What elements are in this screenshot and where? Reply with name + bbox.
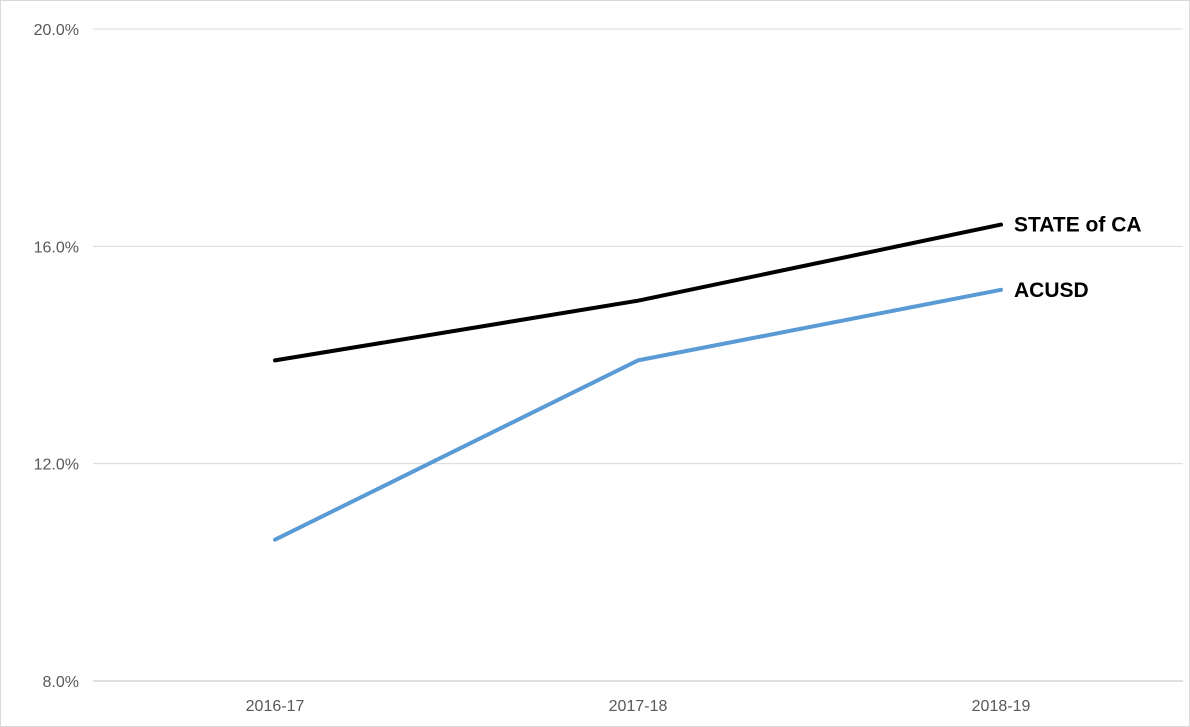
- y-tick-label: 8.0%: [43, 674, 79, 691]
- series-line-state-of-ca: [273, 222, 1003, 363]
- x-tick-label: 2018-19: [972, 698, 1031, 715]
- x-tick-label: 2016-17: [246, 698, 305, 715]
- series-lines: [273, 222, 1003, 542]
- x-tick-label: 2017-18: [609, 698, 668, 715]
- series-line-acusd: [273, 287, 1003, 542]
- y-tick-label: 16.0%: [34, 239, 79, 256]
- y-tick-label: 12.0%: [34, 457, 79, 474]
- gridlines: [93, 28, 1183, 682]
- series-label-acusd: ACUSD: [1014, 279, 1089, 302]
- y-axis-tick-labels: 8.0% 12.0% 16.0% 20.0%: [34, 22, 79, 691]
- y-tick-label: 20.0%: [34, 22, 79, 39]
- series-label-state-of-ca: STATE of CA: [1014, 214, 1142, 237]
- x-axis-tick-labels: 2016-17 2017-18 2018-19: [246, 698, 1031, 715]
- series-end-labels: STATE of CA ACUSD: [1014, 214, 1142, 302]
